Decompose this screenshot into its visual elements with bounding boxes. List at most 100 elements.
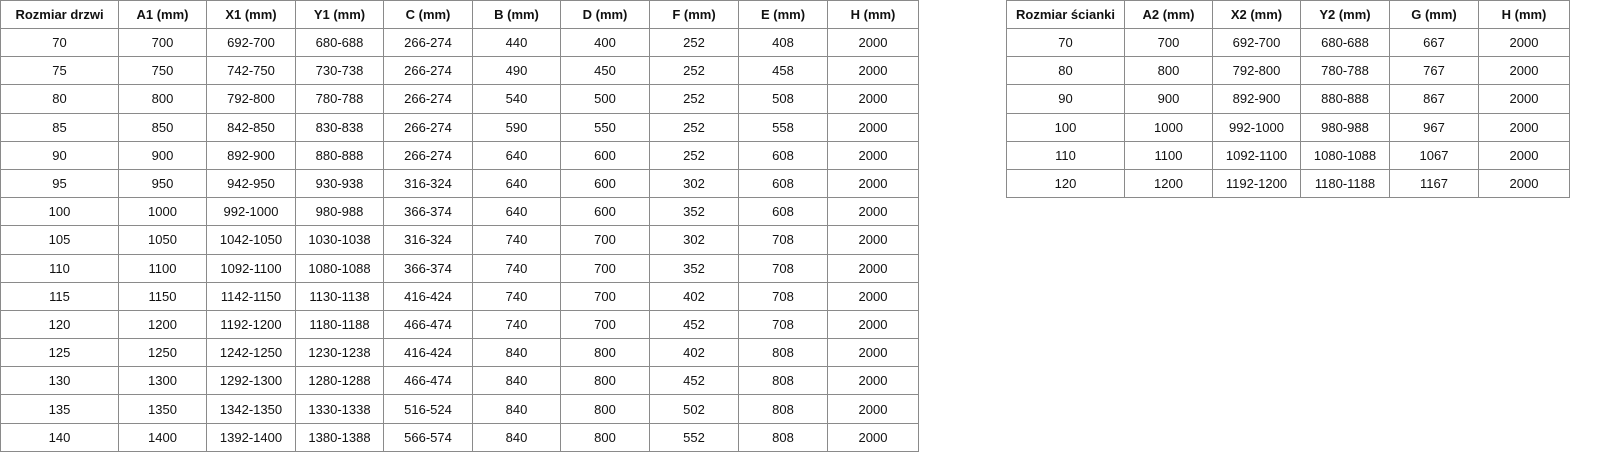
table-cell: 1230-1238 <box>295 338 384 368</box>
table-cell: 352 <box>649 197 739 227</box>
table-row: 100 1000 992-1000 980-988 366-374 640 600 352 60… <box>0 197 919 227</box>
table-cell: 1242-1250 <box>206 338 296 368</box>
table-cell: 640 <box>472 140 561 170</box>
column-header: H (mm) <box>1478 0 1570 29</box>
table-cell: 302 <box>649 168 739 199</box>
column-header: A2 (mm) <box>1124 0 1213 29</box>
door-dimensions-table: Rozmiar drzwi A1 (mm) X1 (mm) Y1 (mm) C (mm)… <box>0 0 919 452</box>
table-cell: 800 <box>560 394 650 424</box>
table-cell: 850 <box>118 112 207 142</box>
table-cell: 730-738 <box>295 56 384 86</box>
table-cell: 1050 <box>118 225 207 255</box>
table-cell: 2000 <box>827 27 919 58</box>
table-cell: 600 <box>560 140 650 170</box>
table-cell: 566-574 <box>383 422 473 452</box>
table-cell: 416-424 <box>383 338 473 368</box>
table-cell: 508 <box>738 84 828 114</box>
table-cell: 2000 <box>827 84 919 114</box>
table-cell: 2000 <box>1478 56 1570 86</box>
table-cell: 1200 <box>118 309 207 340</box>
table-cell: 1180-1188 <box>1300 168 1390 199</box>
column-header: E (mm) <box>738 0 828 29</box>
table-cell: 1030-1038 <box>295 225 384 255</box>
table-row: 95 950 942-950 930-938 316-324 640 600 302 608 20… <box>0 168 919 199</box>
table-cell: 600 <box>560 197 650 227</box>
table-cell: 440 <box>472 27 561 58</box>
table-cell: 2000 <box>827 225 919 255</box>
table-cell: 590 <box>472 112 561 142</box>
table-cell: 2000 <box>827 309 919 340</box>
table-cell: 558 <box>738 112 828 142</box>
table-cell: 740 <box>472 225 561 255</box>
table-cell: 680-688 <box>295 27 384 58</box>
table-cell: 2000 <box>1478 140 1570 170</box>
table-cell: 1280-1288 <box>295 366 384 396</box>
column-header: G (mm) <box>1389 0 1479 29</box>
table-cell: 980-988 <box>1300 112 1390 142</box>
table-cell: 70 <box>1006 27 1125 58</box>
table-cell: 402 <box>649 281 739 311</box>
table-cell: 892-900 <box>1212 84 1301 114</box>
table-cell: 408 <box>738 27 828 58</box>
table-cell: 830-838 <box>295 112 384 142</box>
table-cell: 780-788 <box>295 84 384 114</box>
table-cell: 2000 <box>1478 112 1570 142</box>
table-cell: 1150 <box>118 281 207 311</box>
table-cell: 2000 <box>827 140 919 170</box>
table-row: 90 900 892-900 880-888 867 2000 <box>1006 84 1570 114</box>
table-cell: 70 <box>0 27 119 58</box>
table-cell: 450 <box>560 56 650 86</box>
table-cell: 1192-1200 <box>206 309 296 340</box>
table-cell: 552 <box>649 422 739 452</box>
table-cell: 767 <box>1389 56 1479 86</box>
table-cell: 2000 <box>827 197 919 227</box>
table-cell: 466-474 <box>383 309 473 340</box>
table-cell: 700 <box>118 27 207 58</box>
table-cell: 2000 <box>827 338 919 368</box>
table-cell: 880-888 <box>295 140 384 170</box>
column-header: Y1 (mm) <box>295 0 384 29</box>
table-cell: 2000 <box>1478 27 1570 58</box>
table-cell: 1100 <box>118 253 207 283</box>
table-cell: 1092-1100 <box>1212 140 1301 170</box>
table-cell: 2000 <box>827 281 919 311</box>
table-cell: 500 <box>560 84 650 114</box>
table-cell: 640 <box>472 168 561 199</box>
table-row: 105 1050 1042-1050 1030-1038 316-324 740 700 30… <box>0 225 919 255</box>
table-cell: 1000 <box>118 197 207 227</box>
table-cell: 1067 <box>1389 140 1479 170</box>
table-cell: 1092-1100 <box>206 253 296 283</box>
table-row: 80 800 792-800 780-788 266-274 540 500 252 508 20… <box>0 84 919 114</box>
table-cell: 867 <box>1389 84 1479 114</box>
table-cell: 366-374 <box>383 197 473 227</box>
table-cell: 266-274 <box>383 27 473 58</box>
table-cell: 100 <box>1006 112 1125 142</box>
table-cell: 808 <box>738 394 828 424</box>
table-row: 110 1100 1092-1100 1080-1088 1067 2000 <box>1006 140 1570 170</box>
table-cell: 266-274 <box>383 112 473 142</box>
table-cell: 540 <box>472 84 561 114</box>
table-row: 80 800 792-800 780-788 767 2000 <box>1006 56 1570 86</box>
table-cell: 640 <box>472 197 561 227</box>
table-cell: 992-1000 <box>206 197 296 227</box>
table-cell: 105 <box>0 225 119 255</box>
table-row: 100 1000 992-1000 980-988 967 2000 <box>1006 112 1570 142</box>
table-cell: 1180-1188 <box>295 309 384 340</box>
table-cell: 75 <box>0 56 119 86</box>
table-cell: 792-800 <box>206 84 296 114</box>
table-cell: 800 <box>560 366 650 396</box>
column-header: X1 (mm) <box>206 0 296 29</box>
table-cell: 2000 <box>827 112 919 142</box>
table-cell: 1042-1050 <box>206 225 296 255</box>
wall-dimensions-table: Rozmiar ścianki A2 (mm) X2 (mm) Y2 (mm) G (m… <box>1006 0 1570 199</box>
table-cell: 692-700 <box>1212 27 1301 58</box>
table-cell: 892-900 <box>206 140 296 170</box>
table-cell: 100 <box>0 197 119 227</box>
table-cell: 750 <box>118 56 207 86</box>
table-cell: 120 <box>1006 168 1125 199</box>
table-cell: 1167 <box>1389 168 1479 199</box>
table-cell: 90 <box>0 140 119 170</box>
table-row: 120 1200 1192-1200 1180-1188 466-474 740 700 45… <box>0 309 919 340</box>
column-header: D (mm) <box>560 0 650 29</box>
table-cell: 880-888 <box>1300 84 1390 114</box>
